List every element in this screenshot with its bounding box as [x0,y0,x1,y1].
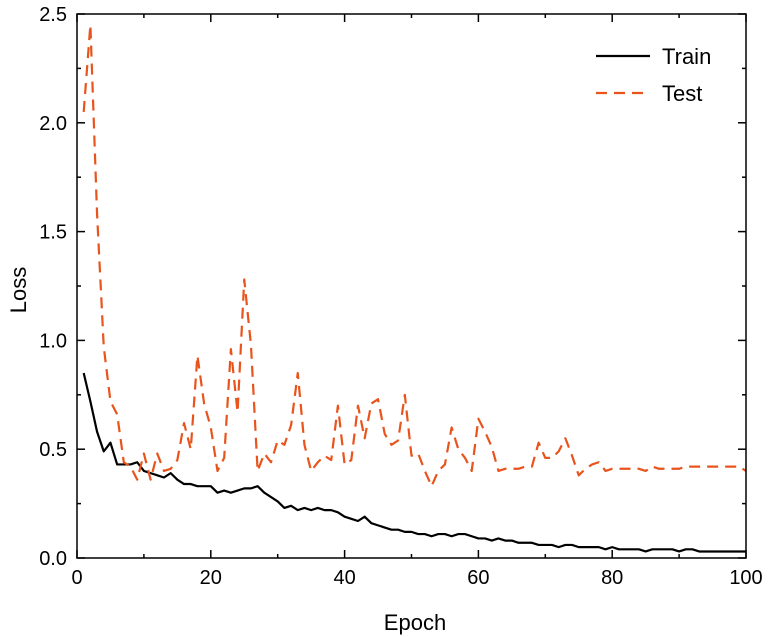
y-tick-label: 1.5 [39,222,67,244]
legend-label-train: Train [662,44,711,69]
series-train [82,372,746,553]
x-tick-label: 20 [200,567,222,589]
plot-frame [76,13,747,559]
y-tick-label: 0.5 [39,439,67,461]
x-axis-title: Epoch [384,610,446,635]
ticks-layer: 0 20 40 60 80 100 0.0 0.5 1.0 1.5 2.0 2.5 [39,4,763,589]
x-tick-label: 60 [467,567,489,589]
series-line-test [82,23,747,488]
y-tick-label: 1.0 [39,330,67,352]
x-tick-label: 0 [71,567,82,589]
series-line-train [82,372,746,553]
legend: Train Test [596,44,711,106]
plot-layer [82,23,747,553]
y-tick-label: 0.0 [39,548,67,570]
y-axis-title: Loss [6,267,31,313]
axes-layer [76,13,747,559]
x-tick-label: 80 [601,567,623,589]
y-tick-label: 2.5 [39,4,67,26]
x-tick-label: 100 [729,567,762,589]
legend-label-test: Test [662,81,702,106]
series-test [82,23,747,488]
x-tick-label: 40 [333,567,355,589]
y-tick-label: 2.0 [39,113,67,135]
